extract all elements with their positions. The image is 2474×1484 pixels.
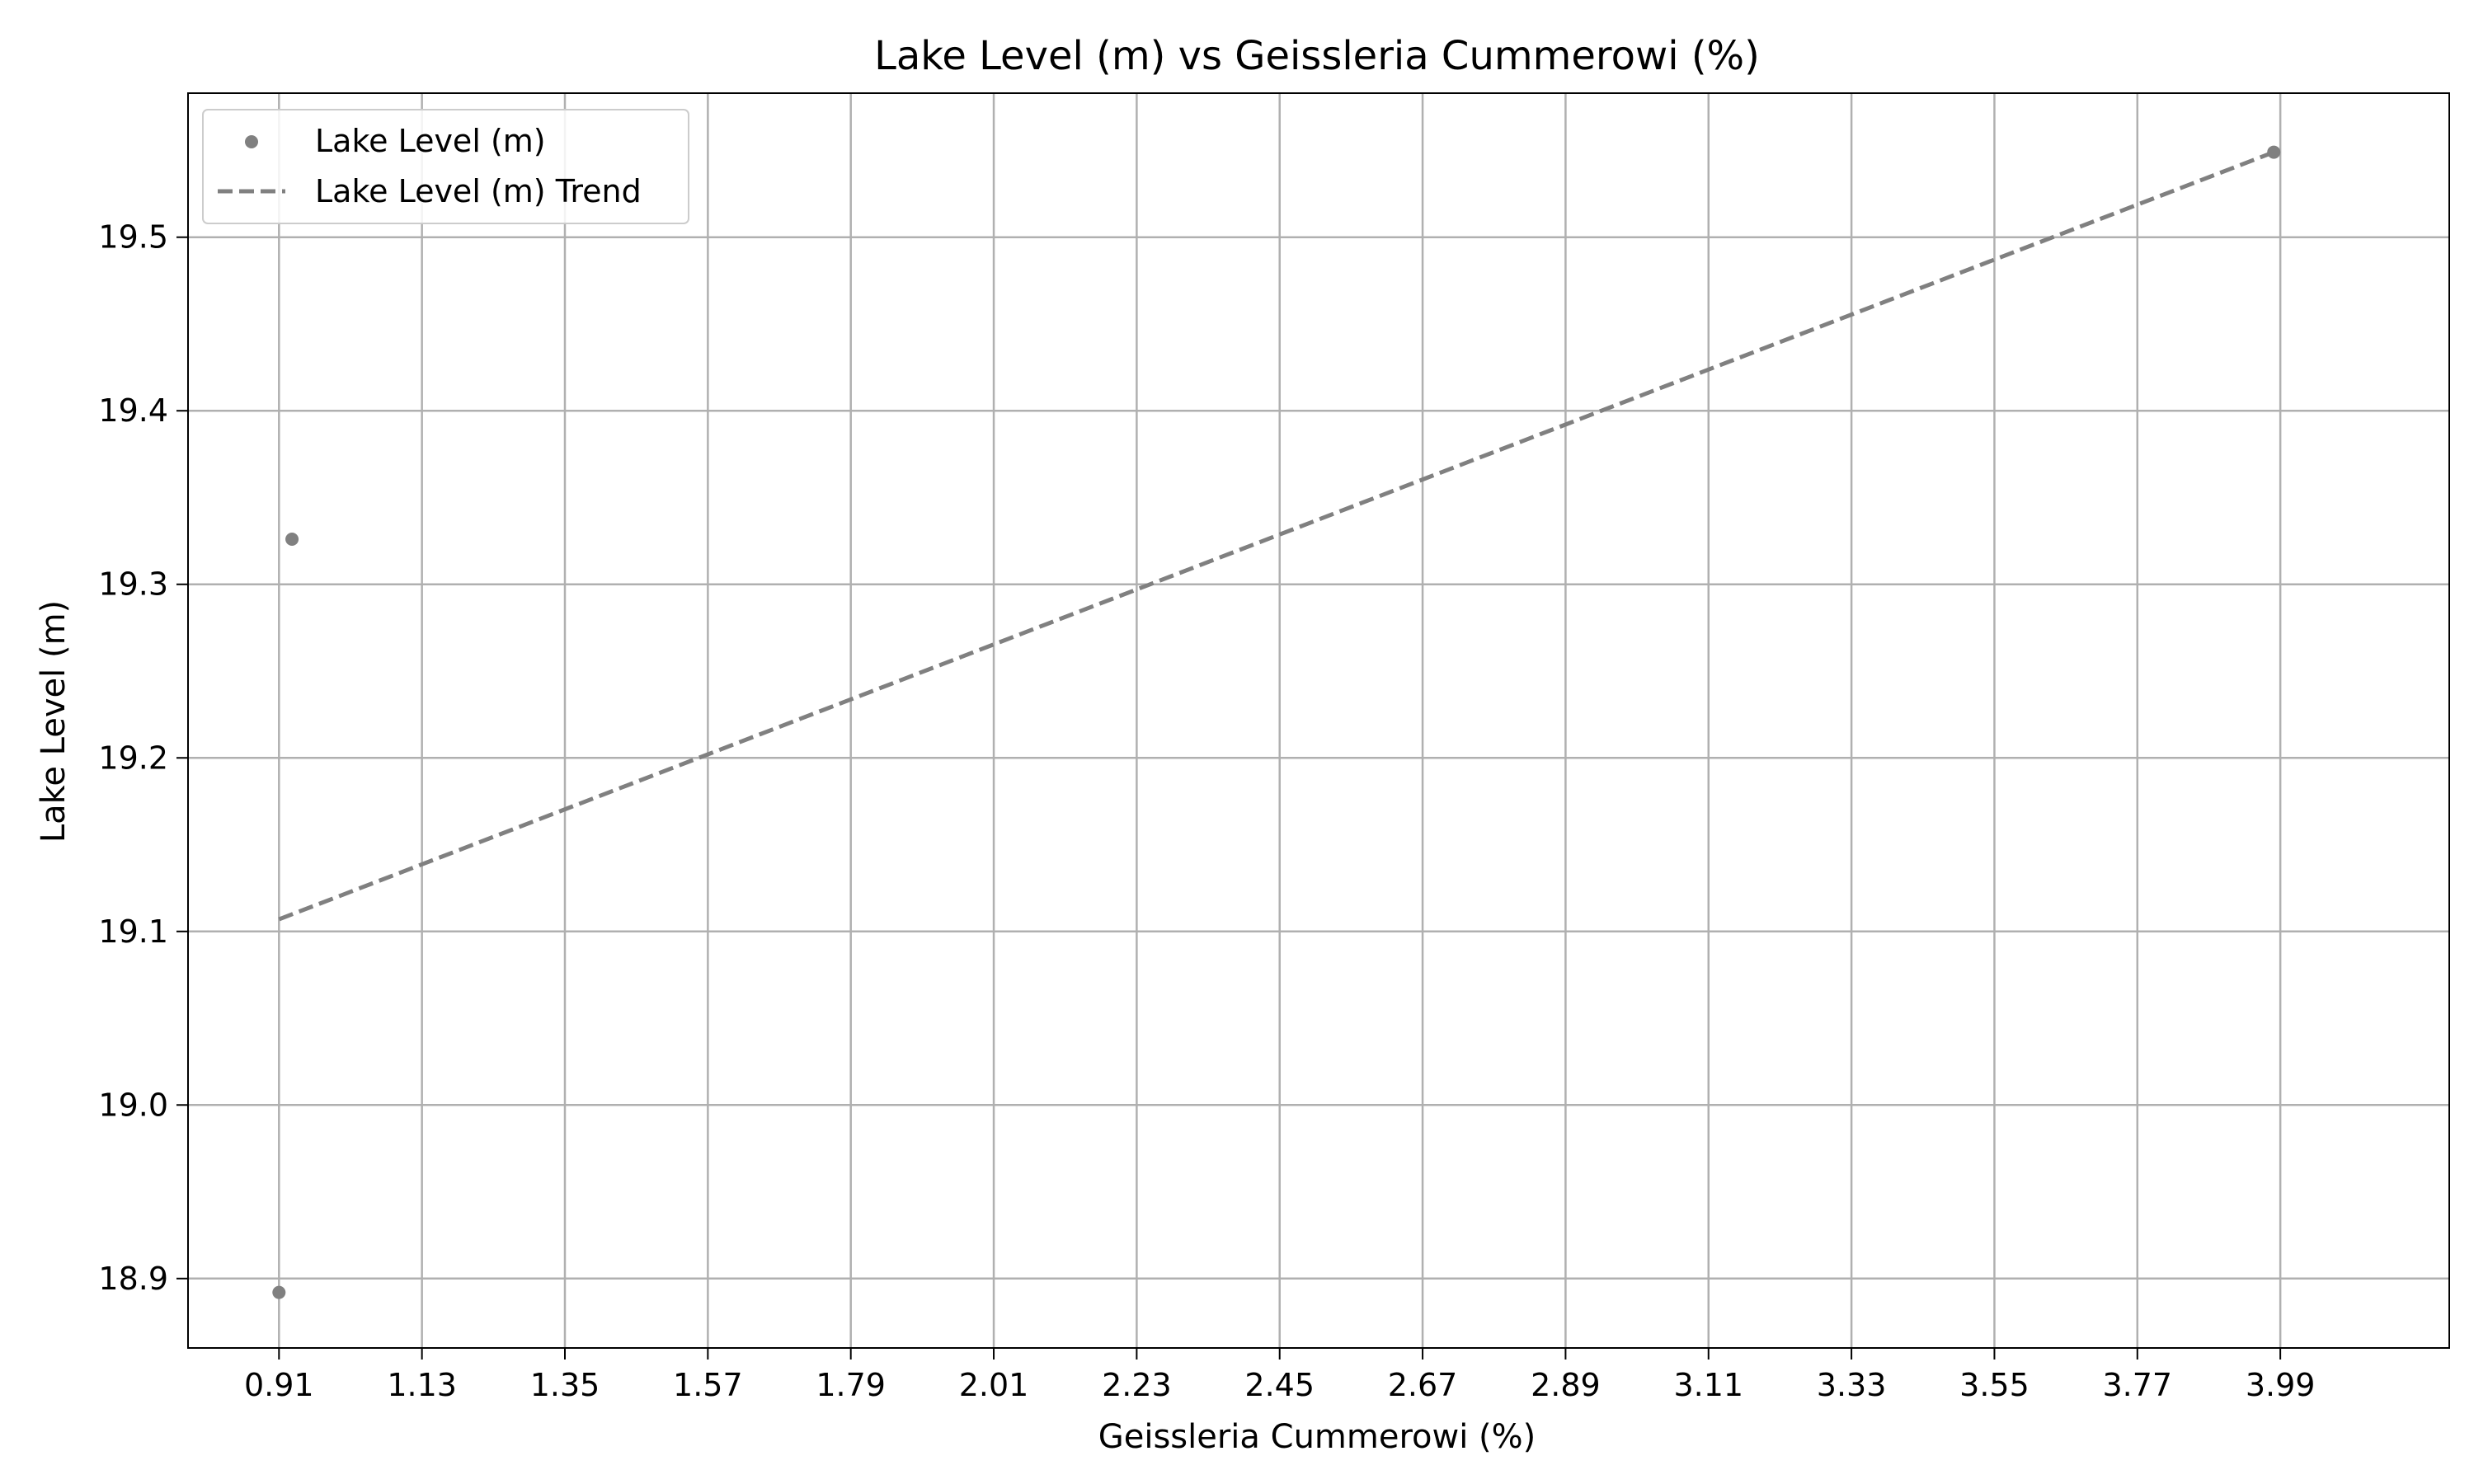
legend-label-scatter: Lake Level (m) xyxy=(315,123,546,159)
legend-box xyxy=(202,109,689,224)
x-tick-label: 3.77 xyxy=(2102,1367,2172,1403)
legend: Lake Level (m) Lake Level (m) Trend xyxy=(202,109,689,224)
trend-line xyxy=(278,150,2275,922)
y-axis-ticks: 18.9 19.0 19.1 19.2 19.3 19.4 19.5 xyxy=(98,219,188,1297)
y-tick-label: 19.3 xyxy=(98,566,168,603)
y-tick-label: 18.9 xyxy=(98,1261,168,1297)
x-tick-label: 0.91 xyxy=(244,1367,314,1403)
data-point xyxy=(2267,145,2281,159)
x-tick-label: 2.23 xyxy=(1102,1367,1172,1403)
x-tick-label: 3.33 xyxy=(1817,1367,1887,1403)
x-tick-label: 2.67 xyxy=(1388,1367,1458,1403)
x-tick-label: 1.13 xyxy=(387,1367,457,1403)
x-tick-label: 2.45 xyxy=(1244,1367,1315,1403)
y-tick-label: 19.1 xyxy=(98,913,168,950)
trend-line-layer xyxy=(278,150,2275,922)
x-tick-label: 1.79 xyxy=(816,1367,886,1403)
x-tick-label: 1.35 xyxy=(530,1367,600,1403)
x-axis-ticks: 0.91 1.13 1.35 1.57 1.79 2.01 2.23 2.45 2.67 2.89… xyxy=(244,1348,2315,1403)
y-tick-label: 19.5 xyxy=(98,219,168,256)
x-tick-label: 2.01 xyxy=(959,1367,1029,1403)
chart-title: Lake Level (m) vs Geissleria Cummerowi (… xyxy=(874,33,1760,79)
y-tick-label: 19.2 xyxy=(98,740,168,776)
x-tick-label: 3.11 xyxy=(1673,1367,1743,1403)
y-tick-label: 19.0 xyxy=(98,1087,168,1123)
scatter-points xyxy=(272,145,2281,1299)
legend-marker-scatter xyxy=(245,135,258,148)
x-axis-label: Geissleria Cummerowi (%) xyxy=(1098,1418,1536,1456)
plot-frame xyxy=(187,92,2450,1349)
data-point xyxy=(272,1285,286,1299)
y-tick-label: 19.4 xyxy=(98,392,168,429)
legend-label-trend: Lake Level (m) Trend xyxy=(315,173,642,209)
x-tick-label: 3.99 xyxy=(2246,1367,2316,1403)
data-point xyxy=(285,533,299,547)
grid-lines xyxy=(188,93,2449,1348)
x-tick-label: 3.55 xyxy=(1959,1367,2030,1403)
x-tick-label: 1.57 xyxy=(673,1367,743,1403)
x-tick-label: 2.89 xyxy=(1531,1367,1601,1403)
y-axis-label: Lake Level (m) xyxy=(35,600,73,843)
